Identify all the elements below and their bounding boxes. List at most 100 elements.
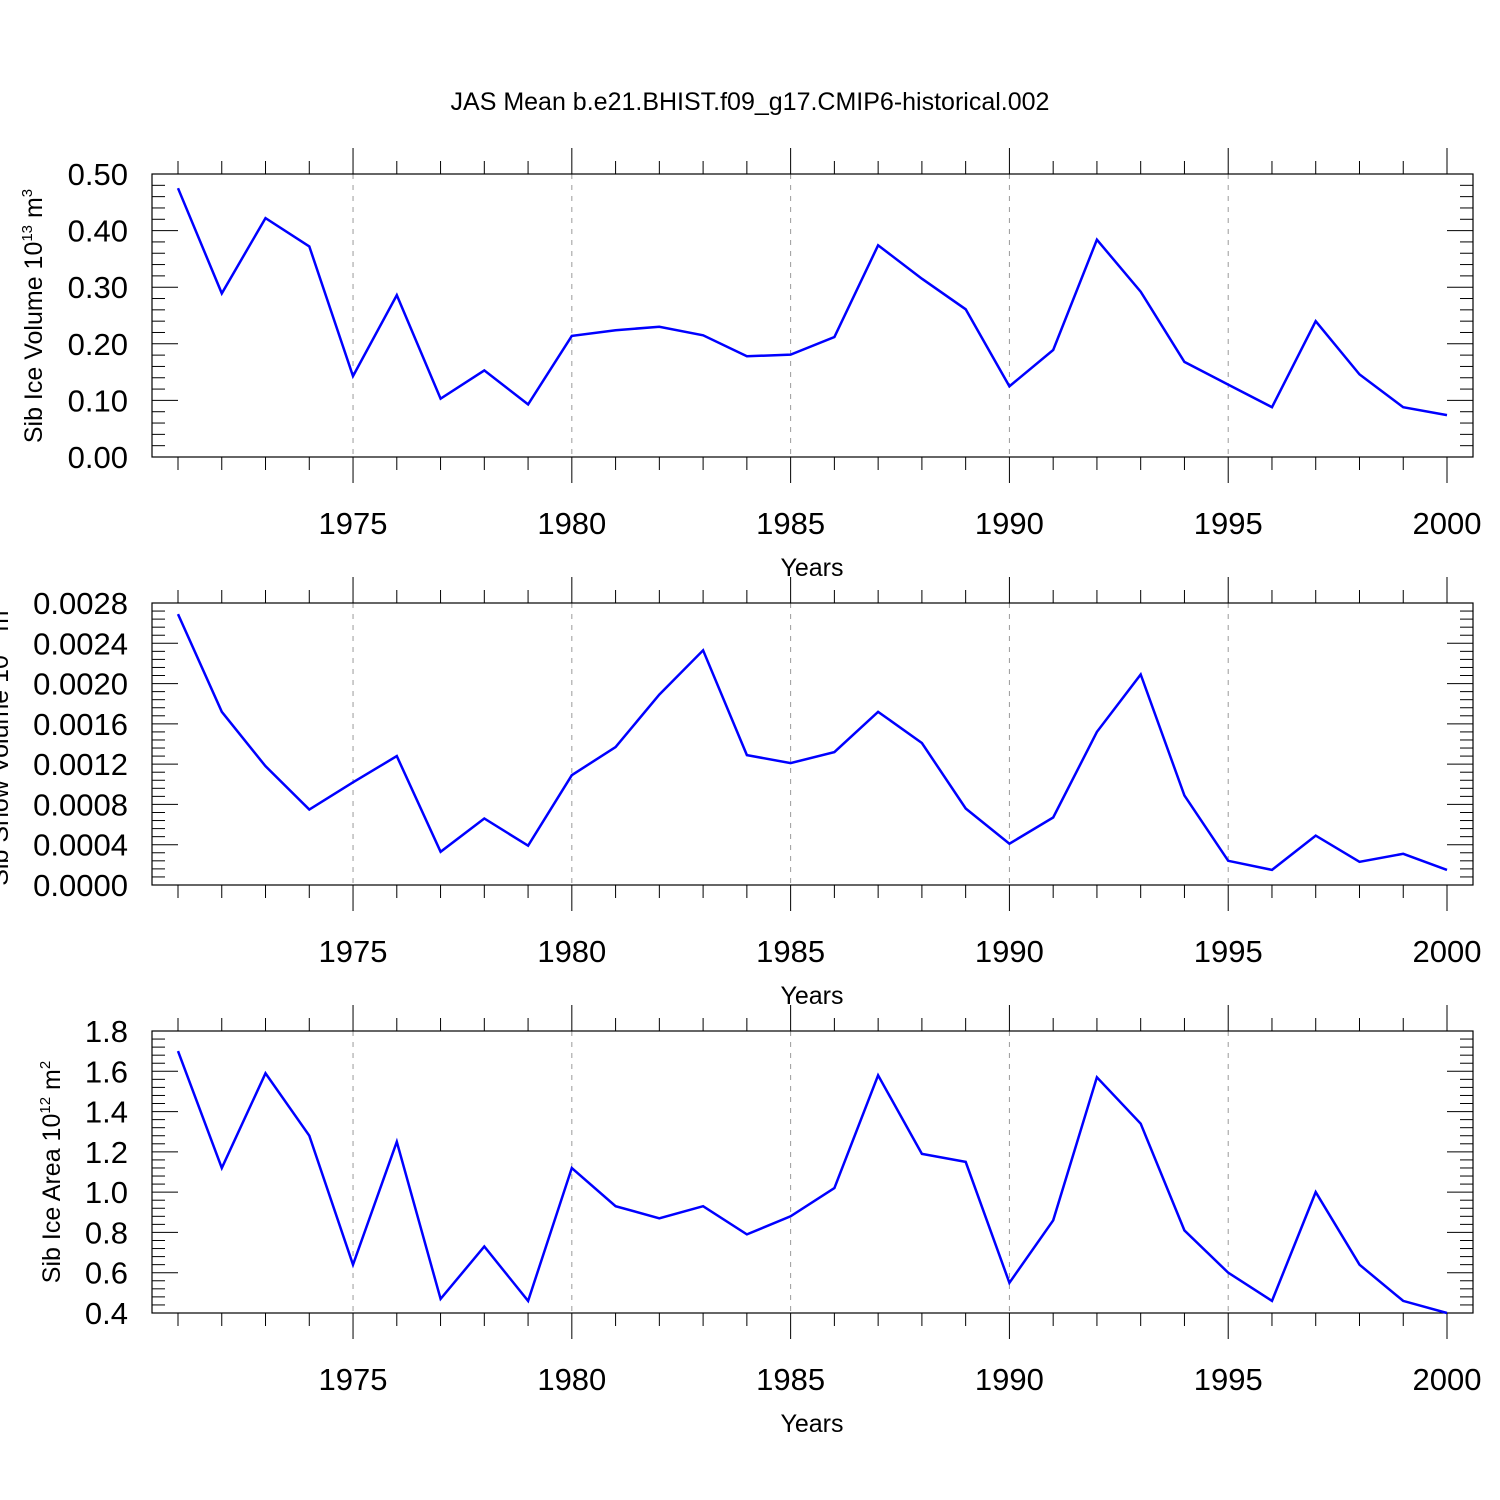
y-tick-label: 0.40 xyxy=(68,214,128,249)
data-point xyxy=(396,1141,397,1142)
gridlines xyxy=(352,174,1229,457)
y-tick-label: 0.8 xyxy=(85,1215,128,1250)
y-axis-label: Sib Ice Area 1012 m2 xyxy=(37,1061,66,1283)
data-point xyxy=(878,1075,879,1076)
y-tick-label: 0.6 xyxy=(85,1256,128,1291)
plot-frame xyxy=(151,602,1474,886)
y-tick-labels: 0.0000 0.0004 0.0008 0.0012 0.0016 0.0020 0.00… xyxy=(33,586,128,903)
y-tick-label: 1.6 xyxy=(85,1054,128,1089)
data-point xyxy=(1359,1264,1360,1265)
y-tick-label: 1.0 xyxy=(85,1175,128,1210)
y-tick-label: 1.8 xyxy=(85,1014,128,1049)
y-label-unit-exp: 2 xyxy=(37,1061,54,1069)
data-point xyxy=(615,330,616,331)
y-tick-label: 0.0020 xyxy=(33,667,128,702)
y-tick-label: 1.2 xyxy=(85,1135,128,1170)
y-label-unit: m xyxy=(20,197,48,225)
data-point xyxy=(878,245,879,246)
ice-volume-line xyxy=(176,187,1448,417)
data-point xyxy=(659,1218,660,1219)
data-point xyxy=(965,1161,966,1162)
data-point xyxy=(178,614,179,615)
x-tick-label: 2000 xyxy=(1413,506,1482,541)
data-point xyxy=(1403,1300,1404,1301)
data-point xyxy=(1315,835,1316,836)
y-tick-labels: 0.00 0.10 0.20 0.30 0.40 0.50 xyxy=(68,157,128,475)
data-point xyxy=(1184,1230,1185,1231)
y-label-main: Sib Ice Area 10 xyxy=(38,1114,66,1284)
data-point xyxy=(615,747,616,748)
data-point xyxy=(1447,869,1448,870)
y-tick-label: 0.0004 xyxy=(33,828,128,863)
data-point xyxy=(703,1206,704,1207)
y-tick-label: 0.10 xyxy=(68,383,128,418)
x-tick-label: 1980 xyxy=(537,506,606,541)
data-point xyxy=(178,188,179,189)
data-point xyxy=(1140,1123,1141,1124)
x-tick-label: 2000 xyxy=(1413,934,1482,969)
gridlines xyxy=(352,603,1229,885)
x-tick-label: 1980 xyxy=(537,934,606,969)
data-point xyxy=(1096,1077,1097,1078)
data-point xyxy=(396,756,397,757)
y-label-unit: m xyxy=(38,1069,66,1097)
data-point xyxy=(440,851,441,852)
data-point xyxy=(1271,869,1272,870)
data-point xyxy=(703,335,704,336)
y-tick-label: 0.0008 xyxy=(33,787,128,822)
x-tick-label: 1975 xyxy=(319,506,388,541)
data-point xyxy=(921,1153,922,1154)
y-label-unit-exp: 3 xyxy=(19,189,36,197)
data-point xyxy=(834,337,835,338)
data-point xyxy=(746,755,747,756)
data-point xyxy=(1009,843,1010,844)
data-point xyxy=(484,370,485,371)
snow-volume-line xyxy=(176,613,1448,872)
x-tick-label: 1985 xyxy=(756,934,825,969)
data-point xyxy=(309,1135,310,1136)
data-point xyxy=(309,246,310,247)
data-point xyxy=(221,1167,222,1168)
data-point xyxy=(528,1300,529,1301)
y-label-unit-exp: 3 xyxy=(0,602,2,610)
data-point xyxy=(1228,860,1229,861)
x-tick-label: 1975 xyxy=(319,934,388,969)
y-tick-label: 0.50 xyxy=(68,157,128,192)
data-point xyxy=(528,404,529,405)
plot-frame xyxy=(151,1030,1474,1314)
data-point xyxy=(615,1206,616,1207)
y-tick-label: 0.20 xyxy=(68,327,128,362)
data-point xyxy=(1271,407,1272,408)
x-tick-label: 1990 xyxy=(975,1362,1044,1397)
y-tick-labels: 0.4 0.6 0.8 1.0 1.2 1.4 1.6 1.8 xyxy=(85,1014,128,1331)
data-point xyxy=(878,711,879,712)
data-point xyxy=(484,818,485,819)
x-tick-label: 1995 xyxy=(1194,934,1263,969)
data-point xyxy=(396,295,397,296)
y-axis-label: Sib Ice Volume 1013 m3 xyxy=(19,189,48,443)
data-point xyxy=(659,326,660,327)
x-tick-label: 1990 xyxy=(975,934,1044,969)
x-tick-label: 1995 xyxy=(1194,1362,1263,1397)
panel-ice-volume: 0.00 0.10 0.20 0.30 0.40 0.50 1975 1980 1985 199… xyxy=(19,148,1481,582)
data-point xyxy=(1184,795,1185,796)
y-tick-label: 0.0000 xyxy=(33,868,128,903)
x-axis-label: Years xyxy=(780,982,843,1010)
data-point xyxy=(265,766,266,767)
chart-title: JAS Mean b.e21.BHIST.f09_g17.CMIP6-histo… xyxy=(451,88,1050,116)
data-point xyxy=(834,752,835,753)
y-label-unit: m xyxy=(0,611,14,639)
data-point xyxy=(221,711,222,712)
y-tick-label: 0.0016 xyxy=(33,707,128,742)
y-axis-label: Sib Snow Volume 1013 m3 xyxy=(0,602,14,886)
data-point xyxy=(484,1246,485,1247)
data-point xyxy=(659,694,660,695)
minor-ticks xyxy=(152,577,1473,911)
ice-area-line xyxy=(176,1050,1448,1315)
data-point xyxy=(353,782,354,783)
y-tick-label: 1.4 xyxy=(85,1095,128,1130)
x-tick-label: 1985 xyxy=(756,506,825,541)
data-point xyxy=(1053,350,1054,351)
y-tick-label: 0.4 xyxy=(85,1296,128,1331)
